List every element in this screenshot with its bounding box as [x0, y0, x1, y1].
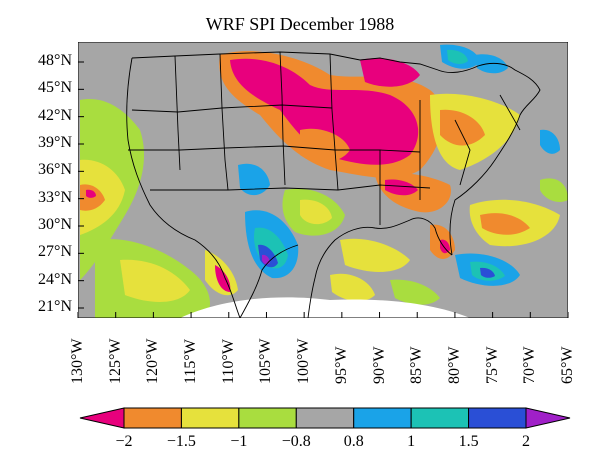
lat-tick-label: 39°N [38, 134, 72, 151]
lon-tick-label: 90°W [370, 346, 388, 385]
map-title: WRF SPI December 1988 [205, 14, 395, 34]
lon-tick-label: 75°W [483, 346, 501, 385]
longitude-ticks [77, 312, 569, 318]
colorbar-tick-label: 1.5 [458, 433, 479, 450]
lat-tick-label: 48°N [38, 52, 72, 69]
colorbar-segment [468, 407, 527, 429]
colorbar-tick-label: 2 [522, 433, 530, 450]
lat-tick-label: 33°N [38, 188, 72, 206]
lon-tick-label: 110°W [219, 339, 237, 384]
lon-tick-label: 120°W [144, 338, 162, 385]
lat-tick-label: 42°N [38, 106, 72, 124]
latitude-ticks [78, 61, 84, 309]
colorbar-tick-label: −1.5 [166, 433, 196, 450]
lat-tick-label: 24°N [38, 270, 72, 288]
lon-tick-label: 100°W [295, 338, 313, 385]
lon-tick-label: 95°W [332, 346, 350, 385]
lon-tick-label: 130°W [69, 338, 86, 385]
colorbar [79, 407, 571, 429]
colorbar-tick-label: 0.8 [343, 433, 364, 450]
colorbar-min-arrow [79, 407, 125, 429]
lon-tick-label: 70°W [521, 346, 539, 385]
lon-tick-label: 125°W [106, 338, 124, 385]
lon-tick-label: 65°W [559, 346, 576, 385]
colorbar-segment [238, 407, 297, 429]
colorbar-segment [123, 407, 182, 429]
colorbar-tick-label: −2 [115, 433, 133, 450]
lat-tick-label: 27°N [38, 243, 72, 261]
lat-tick-label: 21°N [38, 298, 72, 315]
colorbar-tick-label: −0.8 [281, 433, 311, 450]
no-data-region [180, 297, 470, 318]
lon-tick-label: 115°W [182, 339, 200, 384]
lon-tick-label: 105°W [257, 338, 275, 385]
lat-tick-label: 30°N [38, 216, 72, 233]
political-boundaries [126, 51, 541, 318]
colorbar-segment [295, 407, 355, 429]
colorbar-segment [180, 407, 240, 429]
lat-tick-label: 45°N [38, 79, 72, 97]
colorbar-tick-label: −1 [230, 433, 248, 450]
dry-anomaly-patches [80, 51, 568, 318]
map-plot-area [78, 42, 568, 318]
lon-tick-label: 85°W [408, 346, 426, 385]
colorbar-tick-label: 1 [407, 433, 416, 450]
colorbar-segment [353, 407, 412, 429]
colorbar-max-arrow [525, 407, 571, 429]
lon-tick-label: 80°W [445, 346, 463, 385]
lat-tick-label: 36°N [38, 161, 72, 179]
colorbar-segment [410, 407, 470, 429]
